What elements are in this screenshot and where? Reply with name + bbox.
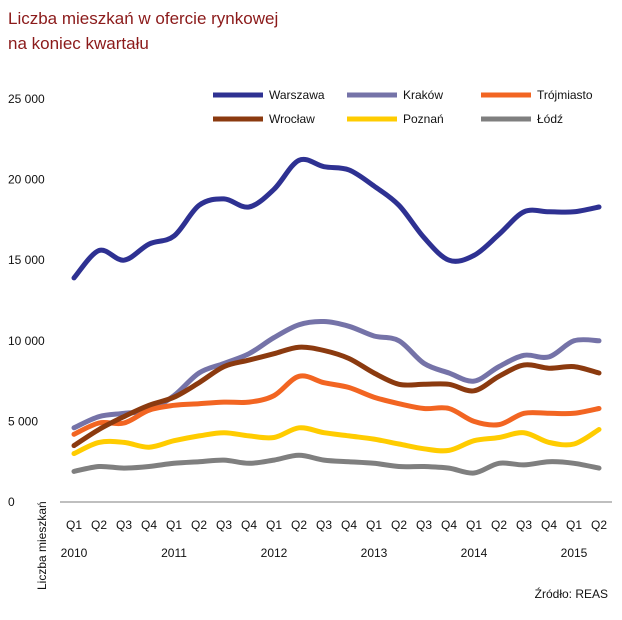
x-year-label: 2014	[461, 546, 488, 560]
y-tick-label: 25 000	[8, 92, 45, 106]
chart-title: Liczba mieszkań w ofercie rynkowej na ko…	[8, 6, 278, 56]
legend-label: Trójmiasto	[537, 88, 593, 102]
series-line-warszawa	[71, 156, 602, 281]
x-tick-label: Q2	[591, 518, 607, 532]
legend: Warszawa Kraków Trójmiasto Wrocław Poznań Łód…	[213, 88, 593, 126]
x-year-label: 2012	[261, 546, 288, 560]
x-year-label: 2015	[561, 546, 588, 560]
series-line-poznan	[71, 425, 602, 457]
legend-label: Poznań	[403, 112, 444, 126]
legend-label: Łódź	[537, 112, 563, 126]
y-tick-label: 0	[8, 495, 15, 509]
y-tick-label: 20 000	[8, 173, 45, 187]
x-tick-label: Q4	[241, 518, 257, 532]
chart-title-line-2: na koniec kwartału	[8, 34, 149, 53]
y-tick-label: 5 000	[8, 414, 38, 428]
series-line-krakow	[71, 318, 602, 431]
x-tick-label: Q3	[216, 518, 232, 532]
x-tick-label: Q2	[291, 518, 307, 532]
x-tick-label: Q3	[516, 518, 532, 532]
y-axis: 0 5 000 10 000 15 000 20 000 25 000	[8, 92, 45, 509]
legend-label: Wrocław	[269, 112, 315, 126]
x-tick-label: Q3	[316, 518, 332, 532]
x-tick-label: Q3	[416, 518, 432, 532]
chart-title-line-1: Liczba mieszkań w ofercie rynkowej	[8, 9, 279, 28]
x-tick-label: Q1	[366, 518, 382, 532]
x-axis: Q1 Q2 Q3 Q4 Q1 Q2 Q3 Q4 Q1 Q2 Q3 Q4 Q1 Q2 Q3 Q4 Q1 Q2 Q3 Q4…	[60, 501, 612, 560]
x-tick-label: Q4	[341, 518, 357, 532]
x-tick-label: Q2	[191, 518, 207, 532]
x-tick-label: Q1	[66, 518, 82, 532]
x-year-label: 2010	[61, 546, 88, 560]
x-tick-label: Q2	[91, 518, 107, 532]
y-axis-label: Liczba mieszkań	[35, 501, 49, 590]
x-tick-label: Q2	[491, 518, 507, 532]
x-tick-label: Q1	[266, 518, 282, 532]
x-year-label: 2011	[161, 546, 187, 560]
y-tick-label: 10 000	[8, 334, 45, 348]
x-tick-label: Q1	[466, 518, 482, 532]
series-line-wroclaw	[71, 344, 602, 449]
x-year-label: 2013	[361, 546, 388, 560]
legend-label: Warszawa	[269, 88, 325, 102]
y-tick-label: 15 000	[8, 253, 45, 267]
series-group	[71, 156, 602, 476]
x-tick-label: Q1	[566, 518, 582, 532]
x-tick-label: Q3	[116, 518, 132, 532]
x-tick-label: Q4	[441, 518, 457, 532]
series-line-lodz	[71, 452, 602, 476]
source-note: Źródło: REAS	[534, 587, 608, 601]
x-tick-label: Q2	[391, 518, 407, 532]
legend-label: Kraków	[403, 88, 443, 102]
x-tick-label: Q1	[166, 518, 182, 532]
x-tick-label: Q4	[141, 518, 157, 532]
series-line-trojmiasto	[71, 373, 602, 437]
x-tick-label: Q4	[541, 518, 557, 532]
